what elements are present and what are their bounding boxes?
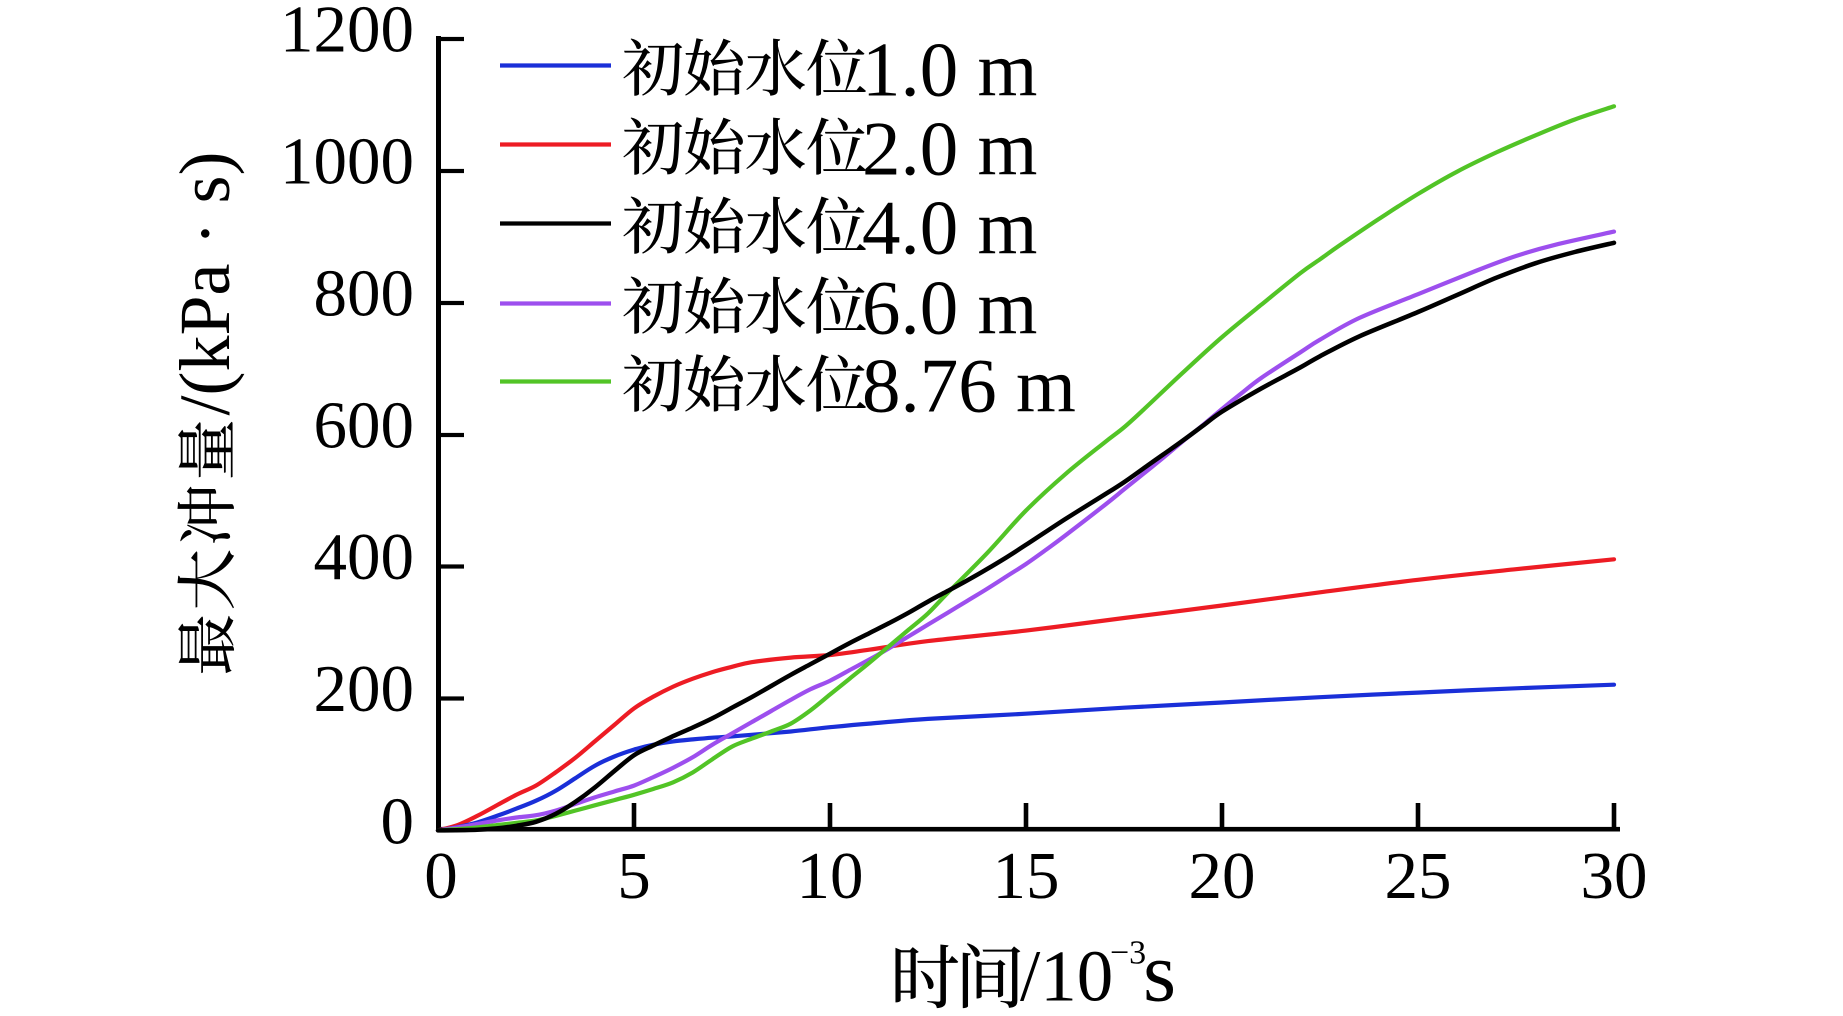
- svg-text:2.0 m: 2.0 m: [862, 106, 1037, 192]
- svg-text:600: 600: [314, 389, 415, 463]
- svg-text:6.0 m: 6.0 m: [862, 265, 1037, 351]
- svg-text:1000: 1000: [280, 125, 414, 199]
- svg-text:8.76 m: 8.76 m: [862, 343, 1076, 429]
- svg-text:/(kPa · s): /(kPa · s): [165, 152, 245, 416]
- svg-text:1.0 m: 1.0 m: [862, 27, 1037, 113]
- svg-text:4.0 m: 4.0 m: [862, 185, 1037, 271]
- svg-text:/10: /10: [1020, 936, 1113, 1012]
- svg-text:25: 25: [1385, 839, 1452, 913]
- svg-text:0: 0: [381, 785, 415, 859]
- svg-text:1200: 1200: [280, 0, 414, 67]
- svg-text:5: 5: [617, 839, 651, 913]
- svg-text:400: 400: [314, 520, 415, 594]
- svg-text:s: s: [1143, 926, 1176, 1012]
- svg-text:200: 200: [314, 652, 415, 726]
- svg-text:800: 800: [314, 257, 415, 331]
- svg-text:10: 10: [797, 839, 864, 913]
- svg-text:30: 30: [1581, 839, 1648, 913]
- svg-text:−3: −3: [1110, 935, 1146, 972]
- svg-text:15: 15: [993, 839, 1060, 913]
- svg-text:20: 20: [1189, 839, 1256, 913]
- svg-text:0: 0: [424, 839, 458, 913]
